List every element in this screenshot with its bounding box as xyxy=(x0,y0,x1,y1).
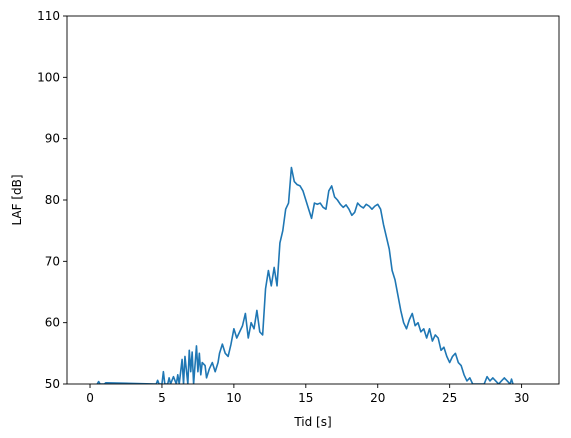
y-tick-label: 90 xyxy=(45,132,60,146)
x-axis-label: Tid [s] xyxy=(293,415,331,429)
x-tick-label: 5 xyxy=(158,391,166,405)
x-tick-label: 10 xyxy=(226,391,241,405)
y-tick-label: 50 xyxy=(45,377,60,391)
series-line xyxy=(96,166,514,384)
y-tick-label: 70 xyxy=(45,254,60,268)
x-tick-label: 0 xyxy=(86,391,94,405)
y-axis-label: LAF [dB] xyxy=(10,174,24,225)
x-tick-label: 25 xyxy=(442,391,457,405)
x-tick-label: 30 xyxy=(514,391,529,405)
y-tick-label: 100 xyxy=(37,70,60,84)
y-tick-label: 110 xyxy=(37,9,60,23)
x-tick-label: 15 xyxy=(298,391,313,405)
y-tick-label: 80 xyxy=(45,193,60,207)
y-tick-label: 60 xyxy=(45,316,60,330)
x-tick-label: 20 xyxy=(370,391,385,405)
